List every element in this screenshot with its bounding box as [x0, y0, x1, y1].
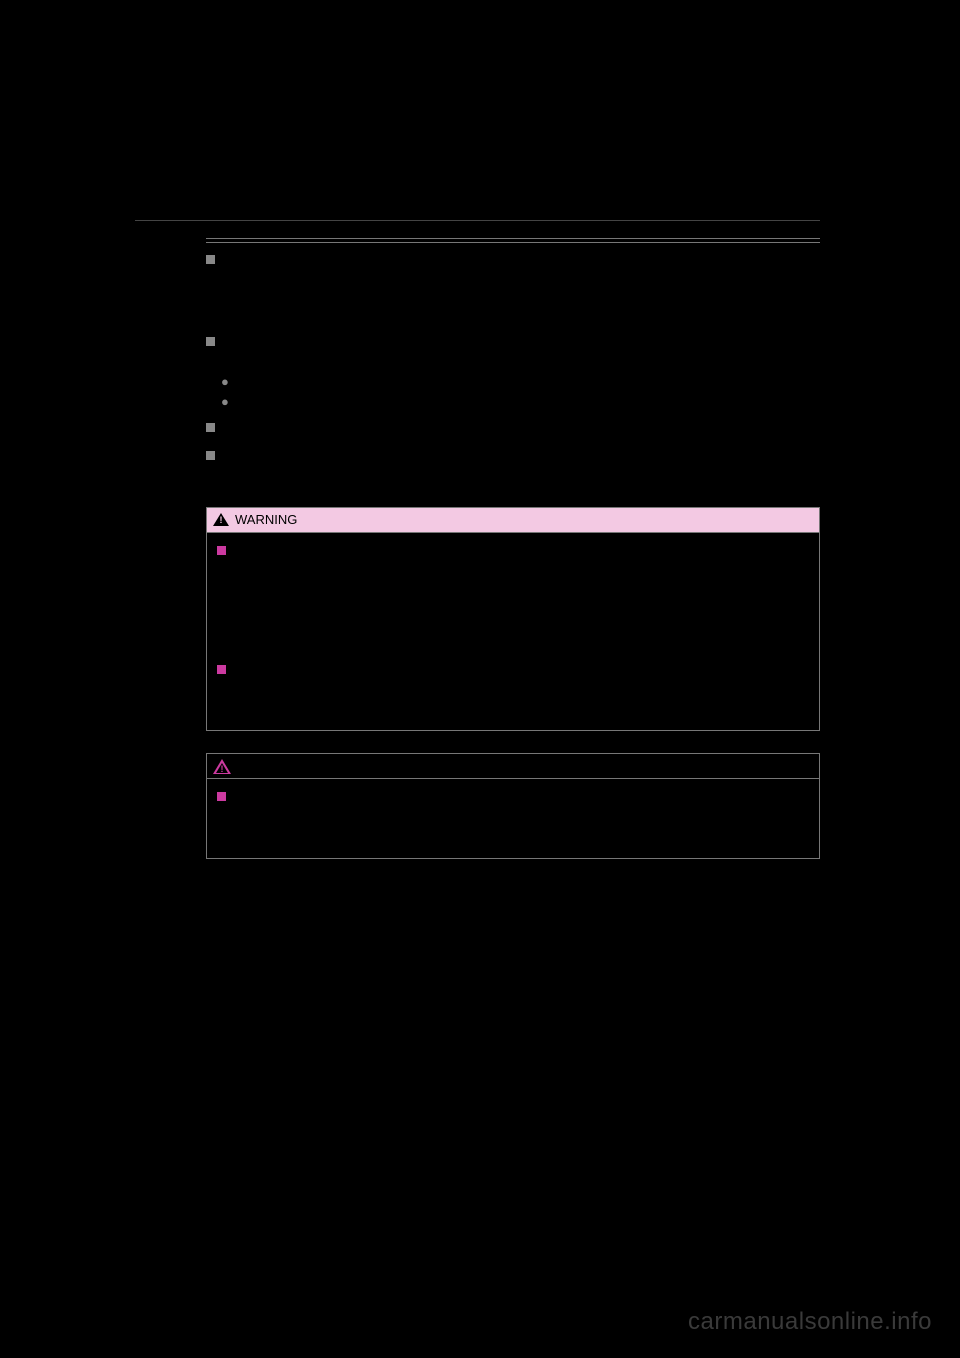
notice-header: ! NOTICE — [207, 754, 819, 779]
square-bullet-icon — [206, 255, 215, 264]
section-rule — [206, 238, 820, 243]
section-title: Operating conditions of each function — [221, 252, 436, 270]
square-bullet-icon — [206, 337, 215, 346]
square-bullet-accent-icon — [217, 546, 226, 555]
section-body: The LDA system can be enabled/disabled o… — [221, 272, 820, 325]
warning-item-title: To avoid operating LDA system by mistake — [232, 662, 477, 680]
notice-item: Situations unsuitable for LDA system Do … — [217, 789, 809, 844]
square-bullet-accent-icon — [217, 665, 226, 674]
header-rule — [135, 220, 820, 221]
notice-box: ! NOTICE Situations unsuitable for LDA s… — [206, 753, 820, 858]
notice-item-title: Situations unsuitable for LDA system — [232, 789, 444, 807]
section: Temporary cancelation of functions — [206, 420, 820, 438]
section: The lane departure alert function The wa… — [206, 448, 820, 485]
warning-item: Before using LDA system Do not rely sole… — [217, 543, 809, 650]
section-title: The lane departure alert function — [221, 448, 409, 466]
section-body: The warning buzzer may be difficult to h… — [221, 467, 820, 485]
list-item: ● LDA is on. — [221, 373, 820, 391]
dot-bullet-icon: ● — [221, 373, 229, 391]
dot-bullet-icon: ● — [221, 393, 229, 411]
page-number: 300 — [135, 180, 157, 195]
list-item-text: LDA is on. — [235, 373, 294, 391]
bullet-list: ● LDA is on. ● Vehicle speed is approxim… — [221, 373, 820, 410]
warning-box: ! WARNING Before using LDA system Do not… — [206, 507, 820, 731]
page-header: 300 4-5. Using the driving support syste… — [135, 180, 820, 195]
notice-triangle-icon: ! — [213, 759, 231, 774]
page-code: CAMRY_U (OM33B07U) — [135, 1262, 234, 1272]
warning-item-title: Before using LDA system — [232, 543, 378, 561]
breadcrumb: 4-5. Using the driving support systems — [599, 180, 820, 195]
section: Lane departure alert function This funct… — [206, 334, 820, 410]
warning-item-body: Do not rely solely upon the LDA system. … — [232, 562, 809, 650]
list-item-text: Vehicle speed is approximately 32 mph (5… — [235, 393, 571, 411]
square-bullet-icon — [206, 451, 215, 460]
page-content: Operating conditions of each function Th… — [206, 252, 820, 859]
square-bullet-accent-icon — [217, 792, 226, 801]
warning-item-body: When not using the LDA system, use the L… — [232, 681, 809, 716]
notice-item-body: Do not use the LDA system in the followi… — [232, 809, 809, 844]
warning-body: Before using LDA system Do not rely sole… — [207, 533, 819, 731]
section-title: Lane departure alert function — [221, 334, 387, 352]
section-title: Temporary cancelation of functions — [221, 420, 422, 438]
warning-header: ! WARNING — [207, 508, 819, 533]
notice-label: NOTICE — [237, 757, 286, 775]
section: Operating conditions of each function Th… — [206, 252, 820, 324]
footer-watermark: carmanualsonline.info — [688, 1308, 932, 1336]
list-item: ● Vehicle speed is approximately 32 mph … — [221, 393, 820, 411]
warning-item: To avoid operating LDA system by mistake… — [217, 662, 809, 717]
warning-triangle-icon: ! — [213, 513, 229, 526]
notice-body: Situations unsuitable for LDA system Do … — [207, 779, 819, 858]
section-body: This function operates when all of the f… — [221, 354, 820, 372]
warning-label: WARNING — [235, 511, 297, 529]
square-bullet-icon — [206, 423, 215, 432]
manual-page: 300 4-5. Using the driving support syste… — [0, 0, 960, 1358]
